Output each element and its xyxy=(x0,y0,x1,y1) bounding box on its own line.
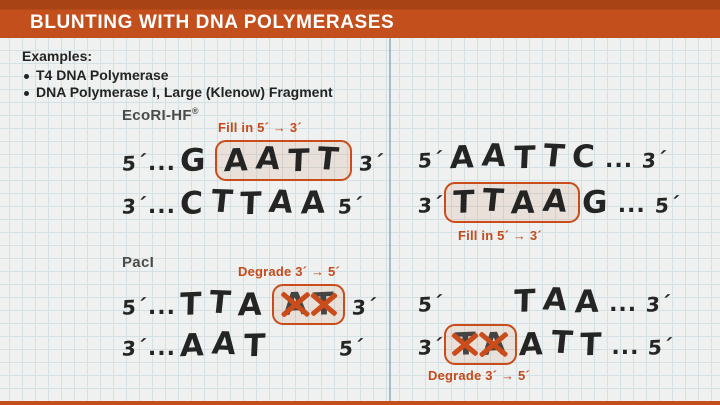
title-bar: BLUNTING WITH DNA POLYMERASES xyxy=(0,0,720,38)
paci-left-top-strand: 5´ ... TTA A T 3´ xyxy=(121,284,379,325)
strand-end-label: 3´ xyxy=(121,334,148,361)
sequence-letters: G xyxy=(179,141,214,180)
strand-end-label: 3´ xyxy=(417,191,444,218)
annotation-fill-in-left: Fill in 5´ → 3´ xyxy=(218,120,302,135)
sequence-letters-boxed: AATT xyxy=(223,140,349,180)
strand-end-label: 5´ xyxy=(338,334,365,361)
bullet-icon xyxy=(24,73,29,79)
ellipsis: ... xyxy=(605,148,634,173)
ecori-right-top-strand: 5´ AATTC ... 3´ xyxy=(417,137,668,177)
example-item: DNA Polymerase I, Large (Klenow) Fragmen… xyxy=(22,84,333,101)
notebook-fold-line xyxy=(389,36,391,401)
ecori-left-top-strand: 5´ ... G AATT 3´ xyxy=(121,140,385,181)
paci-right-top-strand: 5´ TAA ... 3´ xyxy=(417,281,672,321)
crossed-nucleotide: T xyxy=(454,326,477,363)
strand-end-label: 5´ xyxy=(417,290,444,317)
crossed-nucleotide: A xyxy=(282,285,309,324)
ellipsis: ... xyxy=(147,295,176,320)
ellipsis: ... xyxy=(147,151,176,176)
sequence-letters: G xyxy=(581,183,617,222)
sequence-letter: T xyxy=(312,286,336,323)
strand-end-label: 3´ xyxy=(357,149,385,176)
examples-heading: Examples: xyxy=(22,48,93,64)
fill-in-box: TTAA xyxy=(443,182,581,223)
strand-end-label: 5´ xyxy=(337,192,364,219)
ellipsis: ... xyxy=(147,194,176,219)
bottom-accent-bar xyxy=(0,401,720,405)
page-title: BLUNTING WITH DNA POLYMERASES xyxy=(30,12,395,33)
strand-end-label: 3´ xyxy=(417,333,444,360)
enzyme-name: PacI xyxy=(122,254,155,271)
annotation-degrade-left: Degrade 3´ → 5´ xyxy=(238,264,340,279)
strand-end-label: 3´ xyxy=(645,290,672,317)
sequence-letters: AAT xyxy=(179,325,274,365)
paci-left-bottom-strand: 3´ ... AAT 5´ xyxy=(121,325,365,365)
enzyme-label-paci: PacI xyxy=(122,254,154,271)
ellipsis: ... xyxy=(147,336,176,361)
strand-end-label: 5´ xyxy=(121,149,148,176)
strand-end-label: 5´ xyxy=(647,333,675,360)
ellipsis: ... xyxy=(611,335,640,360)
sequence-letters: AATTC xyxy=(449,137,604,177)
ellipsis: ... xyxy=(609,292,638,317)
strand-end-label: 3´ xyxy=(351,293,379,320)
sequence-letter: A xyxy=(282,285,309,324)
degrade-box: A T xyxy=(272,284,346,325)
strand-end-label: 5´ xyxy=(121,293,148,320)
ecori-left-bottom-strand: 3´ ... CTTAA 5´ xyxy=(121,183,364,223)
examples-block: Examples: T4 DNA Polymerase DNA Polymera… xyxy=(22,48,333,101)
enzyme-label-ecori: EcoRI-HF® xyxy=(122,106,199,124)
degrade-box: T A xyxy=(443,324,518,365)
strand-end-label: 5´ xyxy=(417,146,444,173)
crossed-nucleotide: A xyxy=(481,325,507,364)
sequence-letters: CTTAA xyxy=(179,183,334,223)
bullet-icon xyxy=(24,90,29,96)
example-item: T4 DNA Polymerase xyxy=(22,67,333,84)
annotation-degrade-right: Degrade 3´ → 5´ xyxy=(428,368,530,383)
sequence-letters: ATT xyxy=(518,324,611,364)
enzyme-name: EcoRI-HF xyxy=(122,107,192,124)
strand-end-label: 5´ xyxy=(653,191,681,218)
strand-end-label: 3´ xyxy=(641,146,668,173)
sequence-letters-boxed: TTAA xyxy=(452,182,578,222)
example-item-label: DNA Polymerase I, Large (Klenow) Fragmen… xyxy=(36,84,333,100)
crossed-nucleotide: T xyxy=(312,286,336,323)
ellipsis: ... xyxy=(617,193,646,218)
strand-end-label: 3´ xyxy=(121,192,148,219)
annotation-fill-in-right: Fill in 5´ → 3´ xyxy=(458,228,542,243)
sequence-letters: TTA xyxy=(179,284,272,324)
sequence-letters: TAA xyxy=(513,281,608,321)
sequence-letter: T xyxy=(454,326,477,363)
sequence-letter: A xyxy=(481,325,507,364)
paci-right-bottom-strand: 3´ T A ATT ... 5´ xyxy=(417,324,675,365)
example-item-label: T4 DNA Polymerase xyxy=(36,67,169,83)
fill-in-box: AATT xyxy=(215,140,352,181)
ecori-right-bottom-strand: 3´ TTAA G ... 5´ xyxy=(417,182,681,223)
registered-mark: ® xyxy=(191,106,199,116)
